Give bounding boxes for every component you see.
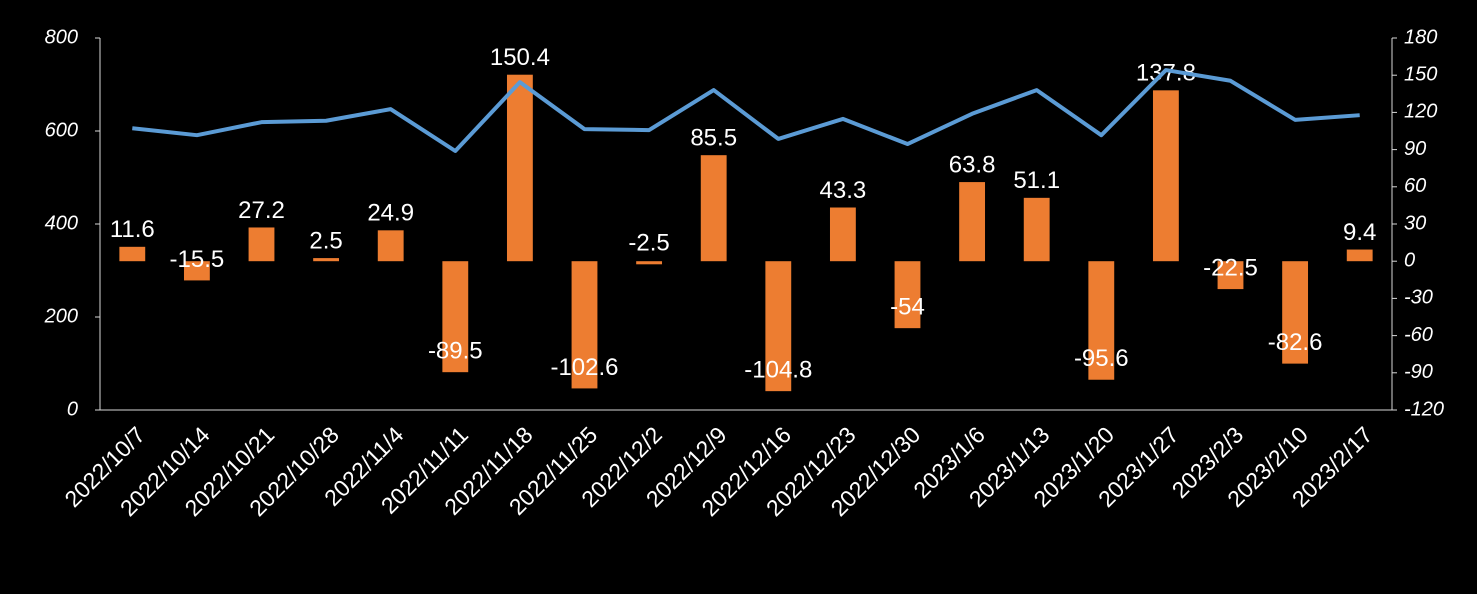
bar (506, 74, 533, 262)
bar (183, 261, 210, 281)
bar (1217, 261, 1244, 290)
data-label: 27.2 (238, 197, 285, 224)
data-label: 51.1 (1013, 167, 1060, 194)
y2-tick-label: 60 (1404, 175, 1426, 197)
bar (442, 261, 469, 373)
data-label: 11.6 (110, 216, 155, 243)
bar (571, 261, 598, 389)
bar (119, 246, 146, 262)
y2-tick-label: 150 (1404, 63, 1437, 85)
y2-tick-label: -120 (1404, 398, 1444, 420)
y-tick-label: 400 (45, 212, 78, 234)
y2-tick-label: -60 (1404, 324, 1433, 346)
data-label: 24.9 (367, 200, 414, 227)
data-label: 85.5 (690, 125, 737, 152)
bar (1346, 249, 1373, 262)
y2-tick-label: 120 (1404, 101, 1437, 123)
y-tick-label: 600 (45, 119, 78, 141)
y-tick-label: 800 (45, 26, 78, 48)
bar (829, 207, 856, 262)
bar (765, 261, 792, 392)
bar (377, 230, 404, 262)
y2-tick-label: 180 (1404, 26, 1437, 48)
bar (636, 261, 663, 265)
y2-tick-label: 0 (1404, 249, 1415, 271)
y2-tick-label: 90 (1404, 138, 1426, 160)
data-label: 63.8 (949, 151, 996, 178)
data-label: -15.5 (170, 246, 225, 273)
data-label: -95.6 (1074, 345, 1129, 372)
bar (1282, 261, 1309, 364)
data-label: -54 (890, 294, 925, 321)
data-label: 9.4 (1343, 219, 1376, 246)
line (132, 68, 1360, 153)
data-label: -2.5 (628, 230, 669, 257)
y2-tick-label: -90 (1404, 361, 1433, 383)
y-tick-label: 0 (67, 398, 78, 420)
bar (1023, 197, 1050, 262)
y-tick-label: 200 (44, 305, 78, 327)
data-label: 2.5 (309, 227, 342, 254)
bar (959, 182, 986, 262)
bar (313, 258, 340, 262)
data-label: 43.3 (820, 177, 867, 204)
bar (1152, 90, 1179, 262)
data-label: -22.5 (1203, 254, 1258, 281)
bar (894, 261, 921, 329)
data-label: -89.5 (428, 338, 483, 365)
bar (1088, 261, 1115, 380)
data-label: -102.6 (550, 354, 618, 381)
data-label: -104.8 (744, 356, 812, 383)
data-label: 150.4 (490, 44, 550, 71)
bar (248, 227, 275, 262)
y2-tick-label: -30 (1404, 287, 1433, 309)
data-label: -82.6 (1268, 329, 1323, 356)
bar (700, 155, 727, 262)
y2-tick-label: 30 (1404, 212, 1426, 234)
